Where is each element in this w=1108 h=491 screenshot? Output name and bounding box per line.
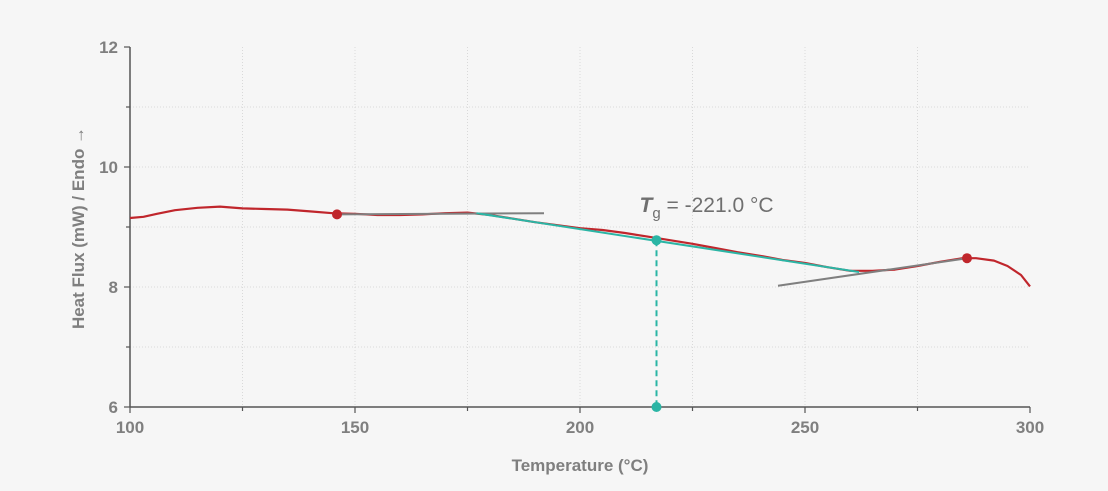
- tick-labels: 100 150 200 250 300 6 8 10 12: [99, 38, 1044, 437]
- grid: [130, 47, 1030, 407]
- tg-symbol: T: [640, 194, 655, 217]
- point-marker: [651, 402, 662, 412]
- point-marker: [962, 253, 972, 264]
- tangent-line: [777, 257, 968, 287]
- y-tick-label: 10: [99, 158, 118, 177]
- y-tick-label: 12: [99, 38, 118, 57]
- y-tick-label: 6: [109, 398, 118, 417]
- x-tick-label: 250: [791, 418, 819, 437]
- tg-subscript: g: [652, 205, 660, 222]
- point-marker: [651, 235, 662, 246]
- tg-value: = -221.0 °C: [661, 194, 774, 217]
- midpoint-line: [476, 212, 860, 273]
- x-tick-label: 200: [566, 418, 594, 437]
- y-tick-label: 8: [109, 278, 118, 297]
- axes: [124, 46, 1031, 413]
- x-tick-label: 300: [1016, 418, 1044, 437]
- x-axis-title: Temperature (°C): [512, 456, 649, 475]
- tangent-line: [336, 212, 545, 216]
- overlay-layer: [332, 209, 972, 412]
- y-axis-title: Heat Flux (mW) / Endo →: [69, 127, 88, 329]
- tg-annotation: Tg = -221.0 °C: [640, 194, 774, 222]
- x-tick-label: 150: [341, 418, 369, 437]
- x-tick-label: 100: [116, 418, 144, 437]
- point-marker: [332, 209, 342, 220]
